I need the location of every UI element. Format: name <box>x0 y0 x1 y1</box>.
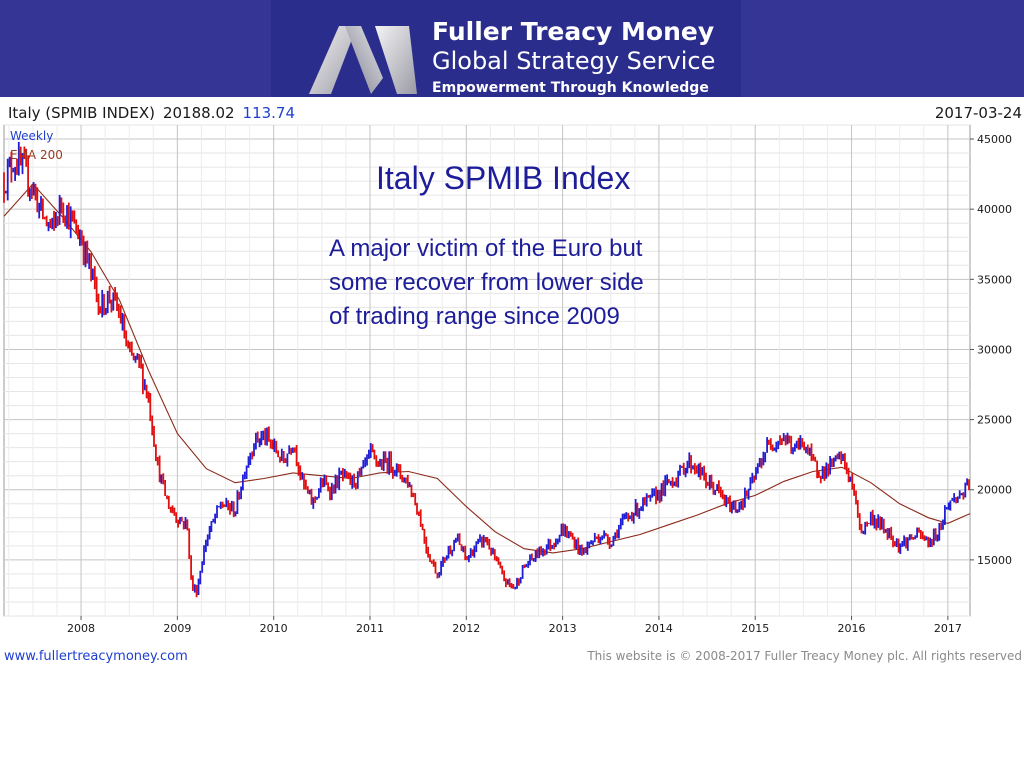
brand-tagline: Empowerment Through Knowledge <box>432 80 709 96</box>
spmib-chart: Italy (SPMIB INDEX) 20188.02 113.74 2017-0… <box>3 104 1022 664</box>
x-tick-label: 2017 <box>934 622 962 635</box>
x-tick-label: 2011 <box>356 622 384 635</box>
x-tick-label: 2010 <box>260 622 288 635</box>
legend-weekly: Weekly <box>10 129 53 143</box>
banner-center-panel <box>271 0 741 97</box>
footer-url[interactable]: www.fullertreacymoney.com <box>4 649 188 664</box>
price-series <box>3 141 970 598</box>
instrument-label: Italy (SPMIB INDEX) <box>8 104 155 122</box>
x-tick-label: 2012 <box>452 622 480 635</box>
x-tick-label: 2014 <box>645 622 673 635</box>
x-tick-label: 2016 <box>838 622 866 635</box>
y-tick-label: 45000 <box>977 133 1012 146</box>
last-value: 20188.02 <box>163 104 235 122</box>
brand-logo-icon <box>309 26 417 94</box>
chart-header: Italy (SPMIB INDEX) 20188.02 113.74 <box>8 104 295 122</box>
annotation-line-2: some recover from lower side <box>329 269 644 296</box>
y-tick-label: 15000 <box>977 554 1012 567</box>
y-tick-label: 20000 <box>977 484 1012 497</box>
y-tick-label: 30000 <box>977 343 1012 356</box>
x-tick-label: 2009 <box>163 622 191 635</box>
y-tick-label: 40000 <box>977 203 1012 216</box>
brand-name: Fuller Treacy Money <box>432 17 715 46</box>
x-axis: 2008 2009 2010 2011 2012 2013 2014 2015 2016 2017 <box>67 616 962 635</box>
annotation-line-3: of trading range since 2009 <box>329 303 620 330</box>
x-tick-label: 2008 <box>67 622 95 635</box>
y-tick-label: 25000 <box>977 414 1012 427</box>
grid-lines <box>4 124 970 617</box>
header-banner: Fuller Treacy Money Global Strategy Serv… <box>0 0 1024 97</box>
chart-date: 2017-03-24 <box>935 104 1022 122</box>
chart-title: Italy SPMIB Index <box>376 160 630 196</box>
change-value: 113.74 <box>243 104 296 122</box>
y-tick-label: 35000 <box>977 273 1012 286</box>
y-axis: 15000 20000 25000 30000 35000 40000 45000 <box>970 133 1012 567</box>
brand-subtitle: Global Strategy Service <box>432 47 716 75</box>
legend-ema: EMA 200 <box>10 148 63 162</box>
x-tick-label: 2013 <box>549 622 577 635</box>
plot-frame <box>3 124 971 617</box>
annotation-line-1: A major victim of the Euro but <box>329 235 643 262</box>
footer-copyright: This website is © 2008-2017 Fuller Treac… <box>586 649 1022 663</box>
x-tick-label: 2015 <box>741 622 769 635</box>
